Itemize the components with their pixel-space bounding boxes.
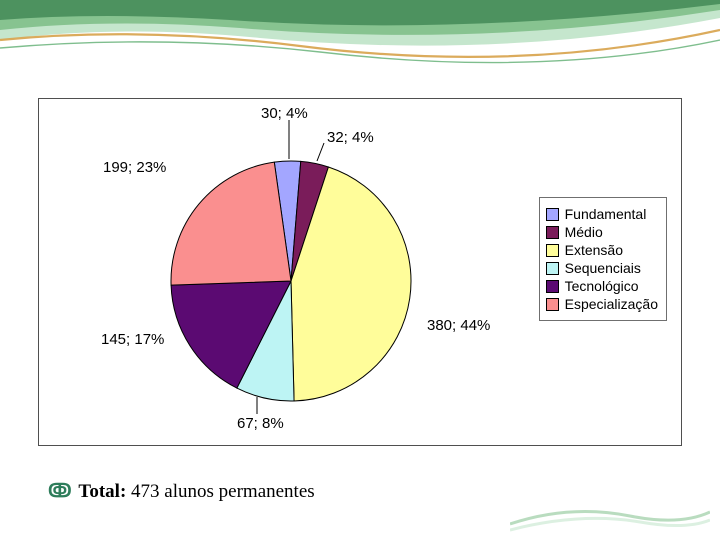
legend-item-medio: Médio bbox=[546, 224, 658, 240]
legend-swatch-fundamental bbox=[546, 208, 559, 221]
footer-prefix: Total: bbox=[78, 481, 126, 502]
legend-swatch-especializacao bbox=[546, 298, 559, 311]
label-sequenciais: 67; 8% bbox=[237, 415, 284, 432]
label-fundamental: 30; 4% bbox=[261, 105, 308, 122]
legend-swatch-tecnologico bbox=[546, 280, 559, 293]
legend-swatch-medio bbox=[546, 226, 559, 239]
bottom-decoration bbox=[510, 494, 710, 534]
legend-item-fundamental: Fundamental bbox=[546, 206, 658, 222]
legend-item-extensao: Extensão bbox=[546, 242, 658, 258]
legend-label: Extensão bbox=[565, 242, 623, 258]
legend-label: Sequenciais bbox=[565, 260, 641, 276]
leader-medio bbox=[317, 143, 324, 161]
label-especializacao: 199; 23% bbox=[103, 159, 166, 176]
legend-label: Tecnológico bbox=[565, 278, 639, 294]
label-extensao: 380; 44% bbox=[427, 317, 490, 334]
footer-rest: 473 alunos permanentes bbox=[126, 481, 314, 502]
legend-label: Especialização bbox=[565, 296, 658, 312]
bullet-icon: ↂ bbox=[48, 481, 70, 502]
legend-label: Fundamental bbox=[565, 206, 647, 222]
label-tecnologico: 145; 17% bbox=[101, 331, 164, 348]
legend-item-sequenciais: Sequenciais bbox=[546, 260, 658, 276]
legend: Fundamental Médio Extensão Sequenciais T… bbox=[539, 197, 667, 321]
pie-chart-container: 30; 4% 32; 4% 380; 44% 67; 8% 145; 17% 1… bbox=[38, 98, 682, 446]
legend-item-especializacao: Especialização bbox=[546, 296, 658, 312]
legend-swatch-sequenciais bbox=[546, 262, 559, 275]
legend-label: Médio bbox=[565, 224, 603, 240]
label-medio: 32; 4% bbox=[327, 129, 374, 146]
legend-swatch-extensao bbox=[546, 244, 559, 257]
footer-total: ↂ Total: 473 alunos permanentes bbox=[48, 480, 315, 503]
pie-slice-especializacao bbox=[171, 162, 291, 285]
top-decoration bbox=[0, 0, 720, 90]
legend-item-tecnologico: Tecnológico bbox=[546, 278, 658, 294]
